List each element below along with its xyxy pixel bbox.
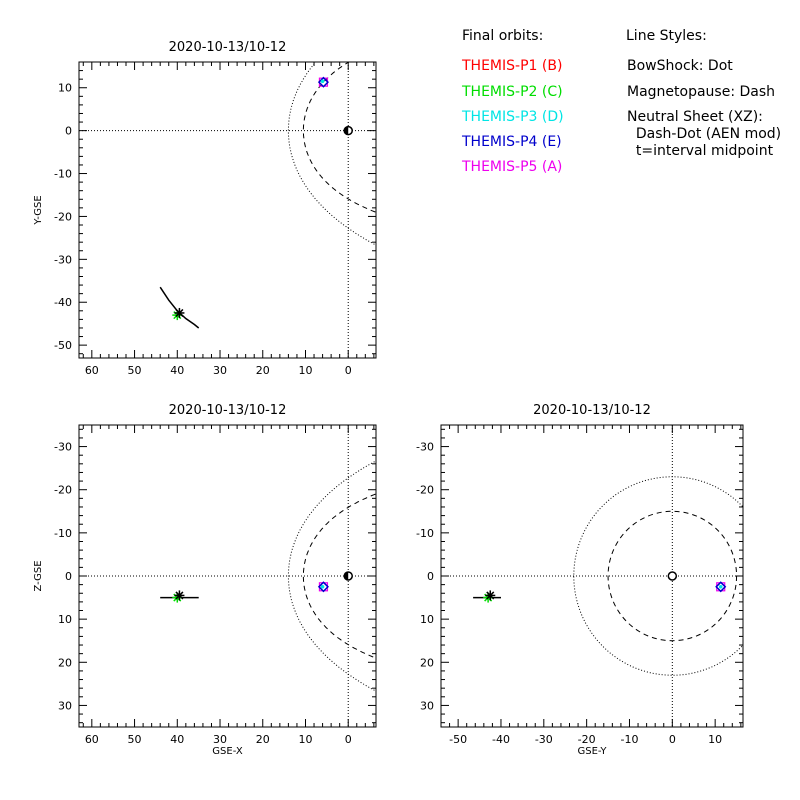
plot-frame <box>78 61 377 359</box>
x-tick-label: 10 <box>298 733 312 746</box>
y-tick-label: -10 <box>54 168 72 181</box>
probe-p3-marker <box>718 584 723 589</box>
x-tick-label: 50 <box>128 364 142 377</box>
x-tick-label: 0 <box>345 733 352 746</box>
plot-title: 2020-10-13/10-12 <box>533 403 651 418</box>
y-axis-label: Z-GSE <box>33 560 44 591</box>
y-tick-label: 0 <box>65 570 72 583</box>
y-tick-label: -50 <box>54 339 72 352</box>
legend-style-magnetopause: Magnetopause: Dash <box>627 84 776 100</box>
earth-marker <box>667 571 678 581</box>
x-tick-label: -30 <box>535 733 553 746</box>
plot-panel-2: 2020-10-13/10-12 60 50 40 30 20 10 0 -30 -20 -10 0 1… <box>33 403 377 757</box>
y-axis-label: Y-GSE <box>33 195 44 225</box>
x-tick-label: -10 <box>620 733 638 746</box>
legend-styles-title: Line Styles: <box>626 28 707 44</box>
legend-style-bowshock: BowShock: Dot <box>627 58 733 74</box>
y-tick-label: -10 <box>54 527 72 540</box>
legend-probe-p2: THEMIS-P2 (C) <box>462 84 563 100</box>
y-tick-label: -20 <box>54 210 72 223</box>
x-tick-label: 30 <box>213 364 227 377</box>
x-tick-label: 60 <box>85 733 99 746</box>
x-tick-label: 0 <box>345 364 352 377</box>
x-tick-label: 60 <box>85 364 99 377</box>
y-tick-label: -40 <box>54 296 72 309</box>
magnetopause-line <box>302 493 376 659</box>
y-tick-label: 30 <box>420 699 434 712</box>
bow-shock-line <box>573 476 743 676</box>
probe-p1-marker <box>174 307 185 318</box>
x-tick-label: 20 <box>256 364 270 377</box>
earth-night-side <box>344 572 349 580</box>
earth-night-side <box>344 126 349 135</box>
x-tick-label: 30 <box>213 733 227 746</box>
legend-orbits-title: Final orbits: <box>462 28 544 44</box>
y-tick-label: 0 <box>65 125 72 138</box>
y-tick-label: 0 <box>427 570 434 583</box>
plot-title: 2020-10-13/10-12 <box>169 403 287 418</box>
y-tick-label: 10 <box>58 82 72 95</box>
y-tick-label: 20 <box>420 656 434 669</box>
y-tick-label: -20 <box>54 484 72 497</box>
x-tick-label: 20 <box>256 733 270 746</box>
x-tick-label: 50 <box>128 733 142 746</box>
x-tick-label: 0 <box>669 733 676 746</box>
x-axis-label: GSE-Y <box>578 746 608 757</box>
y-tick-label: 20 <box>58 656 72 669</box>
plot-panel-3: 2020-10-13/10-12 -50 -40 -30 -20 -10 0 10 -30 -20… <box>416 403 744 757</box>
x-axis-label: GSE-X <box>212 746 243 757</box>
x-tick-label: 40 <box>170 733 184 746</box>
y-tick-label: -20 <box>416 484 434 497</box>
y-tick-label: 10 <box>58 613 72 626</box>
y-tick-label: -30 <box>416 441 434 454</box>
legend-style-dash-dot: Dash-Dot (AEN mod) <box>627 126 782 142</box>
legend-probe-p4: THEMIS-P4 (E) <box>462 134 562 150</box>
probe-p3-marker <box>320 79 325 84</box>
probe-p1-marker <box>174 590 185 601</box>
probe-p3-marker <box>320 584 325 589</box>
plot-title: 2020-10-13/10-12 <box>169 40 287 55</box>
probe-p1-marker <box>485 590 496 601</box>
legend-style-midpoint: t=interval midpoint <box>627 143 774 159</box>
x-tick-label: 40 <box>170 364 184 377</box>
probe-p4-marker <box>317 581 329 593</box>
x-tick-label: -50 <box>449 733 467 746</box>
x-tick-label: 10 <box>298 364 312 377</box>
legend-probe-p1: THEMIS-P1 (B) <box>462 58 563 74</box>
probe-p4-marker <box>317 76 329 88</box>
legend-style-neutral-sheet: Neutral Sheet (XZ): <box>627 109 763 125</box>
y-tick-label: -30 <box>54 253 72 266</box>
x-tick-label: 10 <box>708 733 722 746</box>
y-tick-label: 10 <box>420 613 434 626</box>
y-tick-label: -10 <box>416 527 434 540</box>
x-tick-label: -40 <box>492 733 510 746</box>
probe-p4-marker <box>715 581 727 593</box>
orbit-track <box>159 286 200 329</box>
y-tick-label: 30 <box>58 699 72 712</box>
legend-probe-p5: THEMIS-P5 (A) <box>462 159 563 175</box>
legend-probe-p3: THEMIS-P3 (D) <box>462 109 564 125</box>
y-tick-label: -30 <box>54 441 72 454</box>
plot-panel-1: 2020-10-13/10-12 60 50 40 30 20 10 0 -50 -40 -30 -2… <box>33 40 377 377</box>
x-tick-label: -20 <box>578 733 596 746</box>
bow-shock-line <box>287 460 376 692</box>
